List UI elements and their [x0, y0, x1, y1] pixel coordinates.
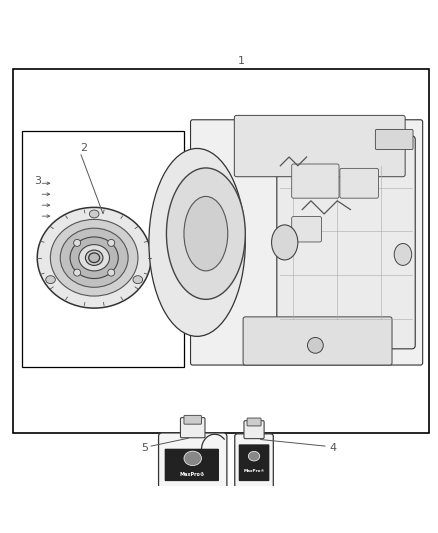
Text: 3: 3 — [34, 176, 41, 186]
Circle shape — [108, 239, 115, 246]
FancyBboxPatch shape — [239, 445, 269, 481]
FancyBboxPatch shape — [184, 415, 201, 424]
Ellipse shape — [88, 253, 99, 263]
Bar — [22, 131, 184, 367]
Ellipse shape — [85, 250, 103, 265]
FancyBboxPatch shape — [292, 216, 321, 242]
Ellipse shape — [166, 168, 245, 300]
FancyBboxPatch shape — [235, 434, 273, 496]
FancyBboxPatch shape — [340, 168, 378, 198]
Ellipse shape — [60, 228, 128, 287]
FancyBboxPatch shape — [277, 136, 415, 349]
Circle shape — [307, 337, 323, 353]
FancyBboxPatch shape — [243, 317, 392, 365]
Ellipse shape — [184, 451, 201, 465]
FancyBboxPatch shape — [180, 418, 205, 438]
Ellipse shape — [272, 225, 298, 260]
FancyBboxPatch shape — [247, 418, 261, 426]
Ellipse shape — [184, 197, 228, 271]
Ellipse shape — [394, 244, 412, 265]
Ellipse shape — [37, 207, 151, 308]
Text: MaxPro®: MaxPro® — [243, 469, 265, 473]
Ellipse shape — [248, 451, 260, 461]
Text: 4: 4 — [329, 443, 336, 453]
Text: 2: 2 — [80, 143, 87, 154]
Ellipse shape — [149, 149, 245, 336]
Ellipse shape — [46, 276, 55, 284]
Ellipse shape — [133, 276, 143, 284]
FancyBboxPatch shape — [165, 449, 219, 481]
Ellipse shape — [79, 245, 110, 271]
Ellipse shape — [89, 210, 99, 218]
FancyBboxPatch shape — [244, 421, 264, 439]
FancyBboxPatch shape — [191, 120, 423, 365]
Text: 5: 5 — [141, 443, 148, 453]
FancyBboxPatch shape — [159, 433, 227, 497]
Text: MaxPro®: MaxPro® — [180, 472, 205, 478]
Circle shape — [74, 269, 81, 276]
Ellipse shape — [50, 220, 138, 296]
FancyBboxPatch shape — [234, 115, 405, 177]
Text: 1: 1 — [237, 55, 244, 66]
FancyBboxPatch shape — [292, 164, 339, 198]
Circle shape — [74, 239, 81, 246]
Ellipse shape — [70, 237, 118, 279]
Bar — [13, 69, 429, 433]
Circle shape — [108, 269, 115, 276]
FancyBboxPatch shape — [375, 130, 413, 150]
